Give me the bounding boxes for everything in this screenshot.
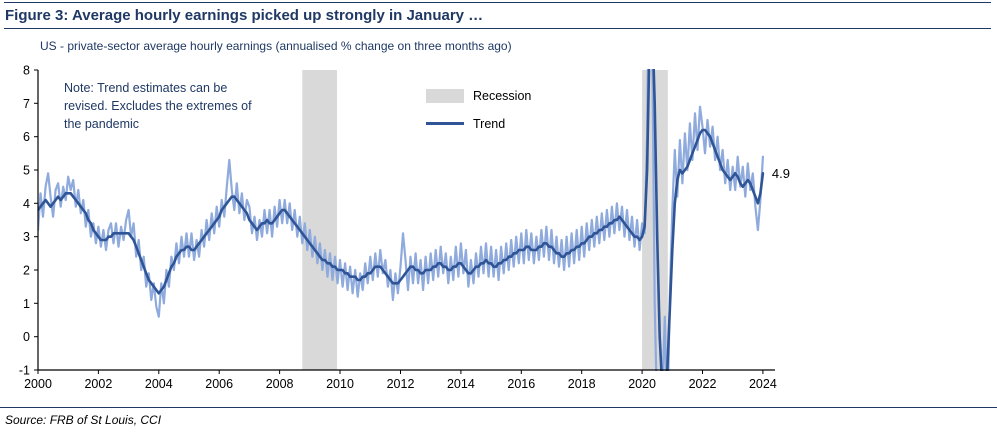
y-tick-label: -1 bbox=[19, 364, 30, 378]
legend-trend-label: Trend bbox=[473, 116, 506, 131]
y-tick-label: 3 bbox=[23, 230, 30, 244]
legend-item-trend: Trend bbox=[426, 116, 531, 131]
y-tick-label: 2 bbox=[23, 264, 30, 278]
chart-legend: Recession Trend bbox=[426, 88, 531, 144]
x-tick-label: 2010 bbox=[326, 377, 354, 391]
x-tick-label: 2000 bbox=[24, 377, 52, 391]
y-tick-label: 7 bbox=[23, 97, 30, 111]
x-tick-label: 2004 bbox=[145, 377, 173, 391]
latest-value-label: 4.9 bbox=[772, 166, 790, 181]
x-tick-label: 2024 bbox=[749, 377, 777, 391]
chart-note: Note: Trend estimates can be revised. Ex… bbox=[64, 81, 252, 131]
y-tick-label: 1 bbox=[23, 297, 30, 311]
chart-area: -1 0 1 2 3 4 5 6 7 8 2000 2002 2004 2006 2008 2010 2012 2… bbox=[0, 58, 860, 403]
x-tick-label: 2020 bbox=[628, 377, 656, 391]
x-tick-label: 2018 bbox=[568, 377, 596, 391]
figure-title: Figure 3: Average hourly earnings picked… bbox=[5, 7, 484, 24]
earnings-chart-svg: -1 0 1 2 3 4 5 6 7 8 2000 2002 2004 2006 2008 2010 2012 2… bbox=[19, 64, 790, 392]
chart-subtitle: US - private-sector average hourly earni… bbox=[40, 39, 512, 53]
x-tick-label: 2002 bbox=[84, 377, 112, 391]
y-tick-label: 8 bbox=[23, 64, 30, 78]
x-tick-label: 2016 bbox=[507, 377, 535, 391]
recession-swatch-icon bbox=[426, 88, 464, 103]
y-tick-label: 6 bbox=[23, 130, 30, 144]
y-tick-label: 0 bbox=[23, 330, 30, 344]
title-under-divider bbox=[4, 28, 991, 29]
series-3m-annualised-change bbox=[38, 69, 765, 371]
y-tick-label: 4 bbox=[23, 197, 30, 211]
source-text: Source: FRB of St Louis, CCI bbox=[5, 413, 162, 427]
x-tick-label: 2022 bbox=[689, 377, 717, 391]
title-top-divider bbox=[4, 2, 991, 3]
y-tick-label: 5 bbox=[23, 164, 30, 178]
x-tick-label: 2006 bbox=[205, 377, 233, 391]
series-trend bbox=[38, 69, 765, 371]
x-tick-label: 2008 bbox=[266, 377, 294, 391]
x-tick-label: 2014 bbox=[447, 377, 475, 391]
x-tick-label: 2012 bbox=[387, 377, 415, 391]
legend-recession-label: Recession bbox=[473, 88, 532, 103]
source-divider bbox=[0, 407, 997, 408]
trend-line-swatch-icon bbox=[426, 121, 464, 126]
recession-band bbox=[302, 70, 337, 370]
legend-item-recession: Recession bbox=[426, 88, 531, 103]
